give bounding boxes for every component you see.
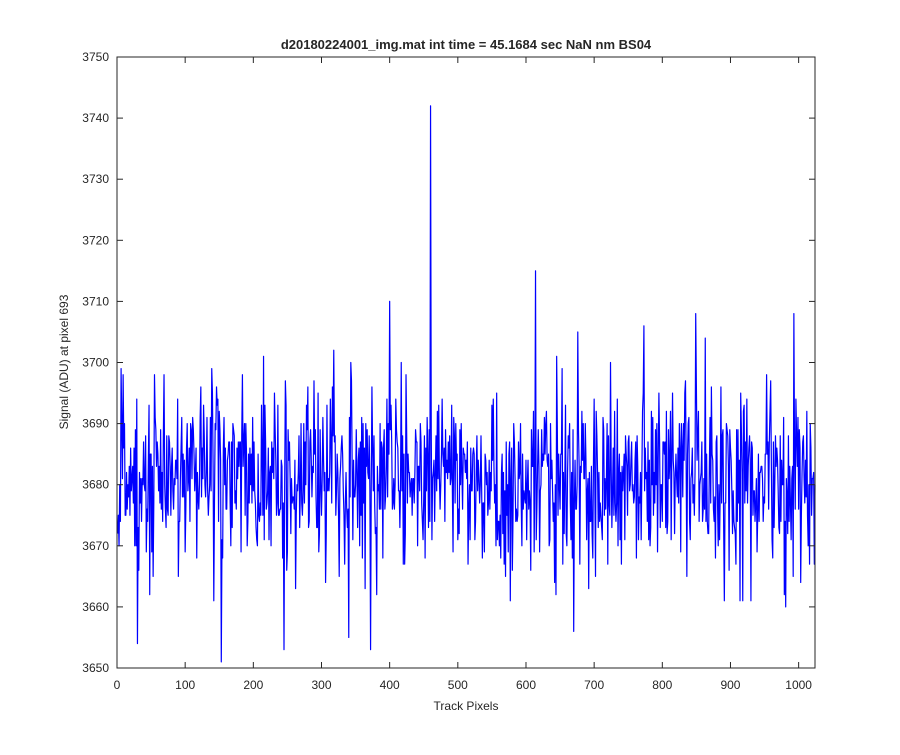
- x-tick-label: 500: [448, 678, 468, 692]
- x-axis: 0 100 200 300 400 500 600 700 800 900 1000: [114, 57, 812, 692]
- y-tick-label: 3720: [82, 233, 109, 247]
- chart-title: d20180224001_img.mat int time = 45.1684 …: [281, 37, 652, 52]
- x-tick-label: 800: [652, 678, 672, 692]
- x-tick-label: 600: [516, 678, 536, 692]
- y-tick-label: 3750: [82, 50, 109, 64]
- y-tick-label: 3660: [82, 600, 109, 614]
- series-line: [117, 105, 816, 663]
- x-tick-label: 400: [380, 678, 400, 692]
- y-axis-label: Signal (ADU) at pixel 693: [57, 294, 71, 429]
- x-tick-label: 700: [584, 678, 604, 692]
- series-layer: [117, 105, 816, 663]
- y-tick-label: 3710: [82, 294, 109, 308]
- y-tick-label: 3700: [82, 356, 109, 370]
- y-tick-label: 3680: [82, 478, 109, 492]
- x-tick-label: 100: [175, 678, 195, 692]
- y-tick-label: 3650: [82, 661, 109, 675]
- y-tick-label: 3670: [82, 539, 109, 553]
- y-tick-label: 3740: [82, 111, 109, 125]
- y-axis: 3650 3660 3670 3680 3690 3700 3710 3720 3730 3740…: [82, 50, 815, 675]
- x-tick-label: 1000: [785, 678, 812, 692]
- x-tick-label: 0: [114, 678, 121, 692]
- x-tick-label: 300: [311, 678, 331, 692]
- y-tick-label: 3730: [82, 172, 109, 186]
- x-tick-label: 200: [243, 678, 263, 692]
- y-tick-label: 3690: [82, 417, 109, 431]
- plot-area: [117, 57, 815, 668]
- x-axis-label: Track Pixels: [434, 699, 499, 713]
- x-tick-label: 900: [720, 678, 740, 692]
